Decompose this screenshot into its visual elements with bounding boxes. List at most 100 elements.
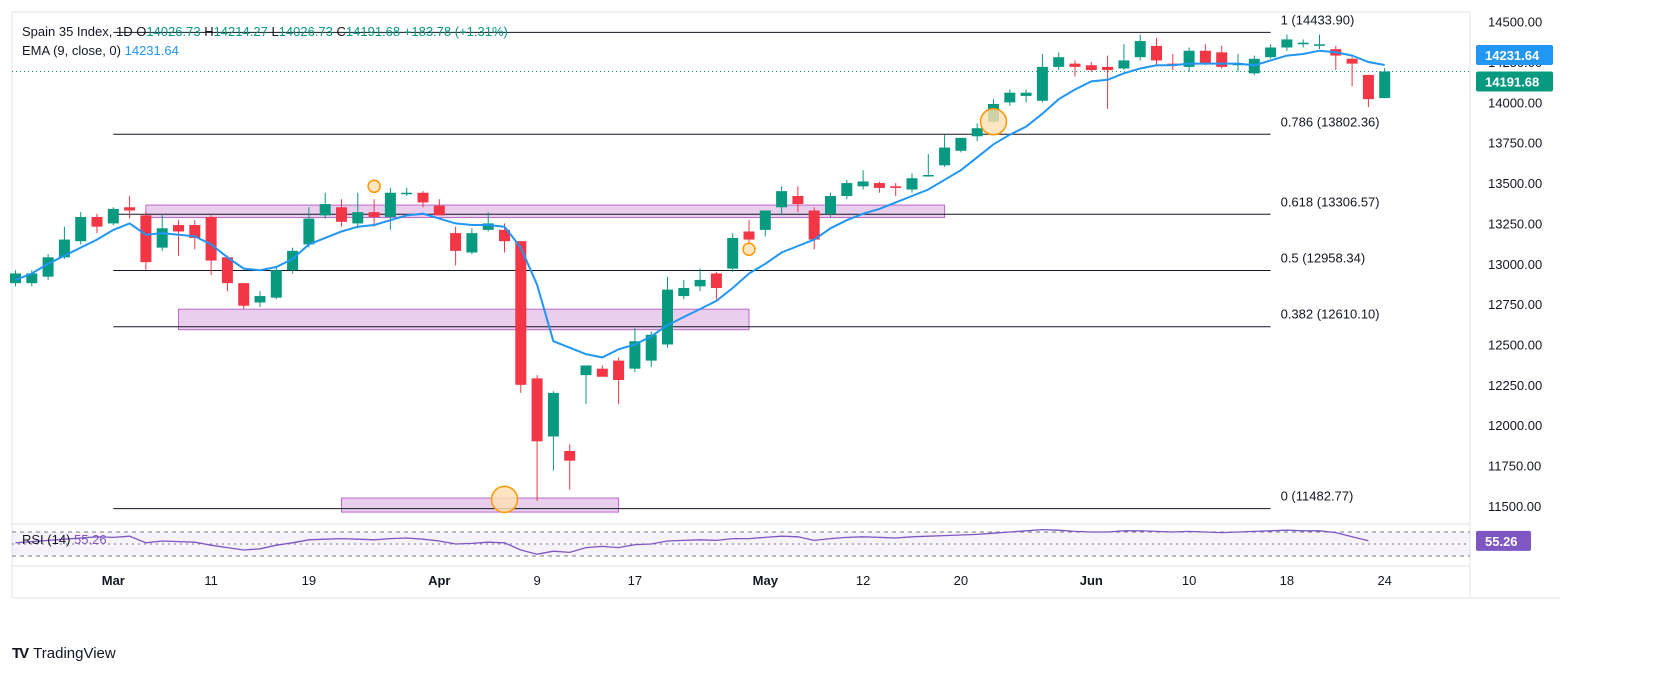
candle-body bbox=[743, 231, 755, 240]
y-tick-label: 11500.00 bbox=[1488, 499, 1541, 514]
candle bbox=[547, 391, 559, 471]
candle-body bbox=[75, 216, 87, 242]
y-tick-label: 14000.00 bbox=[1488, 95, 1542, 110]
candle bbox=[1330, 45, 1342, 71]
candle-body bbox=[1118, 60, 1130, 69]
candle bbox=[1216, 45, 1228, 69]
candle bbox=[107, 207, 119, 226]
candle-body bbox=[955, 137, 967, 151]
candle bbox=[1346, 57, 1358, 87]
candle bbox=[1036, 53, 1048, 103]
candle-body bbox=[352, 212, 364, 224]
candle bbox=[759, 210, 771, 237]
candle bbox=[955, 137, 967, 153]
candle-body bbox=[1134, 41, 1146, 58]
candle bbox=[1265, 44, 1277, 59]
candle-body bbox=[890, 186, 902, 188]
candle-body bbox=[1379, 71, 1391, 99]
candle-body bbox=[1183, 50, 1195, 67]
y-tick-label: 13000.00 bbox=[1488, 257, 1542, 272]
candle bbox=[613, 357, 625, 405]
candle bbox=[1362, 74, 1374, 108]
y-tick-label: 12250.00 bbox=[1488, 378, 1542, 393]
candle bbox=[189, 220, 201, 250]
candle bbox=[808, 207, 820, 250]
y-tick-label: 14500.00 bbox=[1488, 15, 1542, 30]
fib-label-2: 0.618 (13306.57) bbox=[1281, 194, 1380, 209]
candle-body bbox=[939, 147, 951, 166]
candle bbox=[710, 271, 722, 300]
x-tick-label: Apr bbox=[428, 573, 450, 588]
candle bbox=[1102, 55, 1114, 109]
candle bbox=[678, 279, 690, 300]
rsi-legend[interactable]: RSI (14) 55.26 bbox=[22, 532, 107, 547]
candle bbox=[727, 233, 739, 272]
candle-body bbox=[613, 360, 625, 380]
symbol-label[interactable]: Spain 35 Index, 1D bbox=[22, 24, 133, 39]
candle-body bbox=[906, 178, 918, 190]
highlight-circle-2 bbox=[490, 485, 519, 514]
y-tick-label: 12500.00 bbox=[1488, 337, 1542, 352]
tradingview-icon: TV bbox=[12, 645, 29, 662]
candle-body bbox=[433, 205, 445, 216]
x-tick-label: 9 bbox=[533, 573, 540, 588]
candle bbox=[1183, 47, 1195, 72]
candle bbox=[238, 283, 250, 309]
candle-body bbox=[303, 218, 315, 245]
candle bbox=[1053, 52, 1065, 71]
close-label: C bbox=[336, 24, 346, 39]
candle-body bbox=[401, 192, 413, 195]
candle bbox=[319, 192, 331, 219]
candle bbox=[384, 187, 396, 230]
candle-body bbox=[1314, 44, 1325, 46]
high-label: H bbox=[204, 24, 214, 39]
x-tick-label: 17 bbox=[628, 573, 642, 588]
candle bbox=[254, 291, 266, 308]
tradingview-logo[interactable]: TV TradingView bbox=[12, 645, 116, 662]
candle-body bbox=[319, 204, 331, 216]
ohlc-legend: Spain 35 Index, 1D O14026.73 H14214.27 L… bbox=[22, 24, 508, 39]
candle-body bbox=[1020, 92, 1032, 96]
candle-body bbox=[205, 216, 217, 261]
price-tag-label-1: 14191.68 bbox=[1485, 74, 1539, 89]
rsi-band bbox=[12, 532, 1470, 556]
y-tick-label: 13250.00 bbox=[1488, 216, 1542, 231]
candle-body bbox=[1216, 52, 1228, 67]
support-zone-2 bbox=[341, 497, 620, 513]
candle bbox=[1134, 34, 1146, 61]
candle bbox=[221, 255, 233, 292]
support-zone-1 bbox=[178, 308, 750, 331]
candle bbox=[531, 375, 543, 502]
close-value: 14191.68 bbox=[345, 24, 401, 39]
candle bbox=[124, 195, 136, 219]
candle-body bbox=[1199, 50, 1211, 64]
fib-label-4: 0.382 (12610.10) bbox=[1281, 307, 1380, 322]
candle bbox=[482, 212, 494, 232]
candle bbox=[939, 134, 951, 167]
x-tick-label: May bbox=[753, 573, 779, 588]
x-tick-label: 11 bbox=[204, 573, 218, 588]
candle-body bbox=[1036, 66, 1048, 101]
x-tick-label: 24 bbox=[1377, 573, 1391, 588]
candle-body bbox=[10, 273, 21, 284]
candle-body bbox=[857, 181, 869, 187]
candle bbox=[1297, 39, 1309, 48]
candle-body bbox=[140, 215, 152, 263]
candle bbox=[580, 365, 592, 405]
x-tick-label: 12 bbox=[856, 573, 870, 588]
candle-body bbox=[662, 289, 673, 345]
ema-legend[interactable]: EMA (9, close, 0) 14231.64 bbox=[22, 43, 179, 58]
candle-body bbox=[270, 270, 282, 298]
fib-label-1: 0.786 (13802.36) bbox=[1281, 114, 1380, 129]
candle bbox=[401, 187, 413, 196]
candle bbox=[352, 192, 364, 229]
candle bbox=[922, 154, 934, 177]
low-value: 14026.73 bbox=[278, 24, 333, 39]
candle bbox=[841, 179, 853, 200]
x-tick-label: 10 bbox=[1182, 573, 1196, 588]
y-tick-label: 11750.00 bbox=[1488, 459, 1541, 474]
candle bbox=[42, 254, 54, 280]
candle-body bbox=[499, 229, 510, 242]
candle bbox=[10, 270, 21, 287]
